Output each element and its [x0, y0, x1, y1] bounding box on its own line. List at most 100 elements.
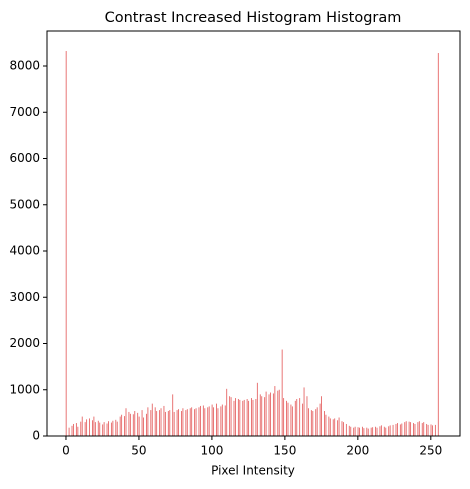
bar — [167, 411, 169, 436]
bar — [290, 404, 292, 436]
bar — [143, 417, 144, 436]
bar — [216, 403, 217, 436]
bar — [92, 420, 93, 436]
bar — [359, 427, 360, 436]
bar — [312, 411, 314, 436]
x-tick-label: 50 — [131, 444, 146, 458]
chart-title: Contrast Increased Histogram Histogram — [105, 10, 402, 26]
bar — [134, 411, 136, 436]
bar — [410, 422, 412, 436]
bar — [281, 349, 283, 436]
bar — [345, 423, 347, 436]
bar — [401, 423, 403, 436]
bar — [329, 418, 331, 436]
bar — [150, 410, 152, 436]
bar — [132, 414, 134, 436]
bar — [397, 423, 398, 436]
bar — [103, 422, 105, 436]
bar — [310, 410, 312, 436]
bar — [380, 425, 382, 436]
bar — [367, 428, 369, 436]
bar — [366, 427, 368, 436]
bar — [325, 414, 327, 436]
bar — [237, 399, 239, 436]
bar — [277, 390, 279, 436]
bar — [427, 424, 429, 436]
bar — [274, 386, 276, 436]
plot-frame — [46, 30, 461, 437]
bar — [102, 424, 104, 436]
bar — [138, 416, 140, 436]
bar — [338, 417, 340, 436]
bar — [324, 411, 325, 436]
y-tick-label: 2000 — [9, 336, 40, 350]
bar — [84, 422, 86, 436]
x-tick-label: 100 — [200, 444, 223, 458]
bar — [81, 416, 83, 436]
bar — [430, 424, 432, 436]
bar — [353, 427, 355, 436]
bar — [341, 421, 343, 436]
bar — [414, 423, 416, 436]
bar — [128, 411, 130, 436]
bar — [220, 406, 222, 436]
bar — [286, 400, 287, 436]
bar — [361, 426, 363, 436]
bar — [272, 393, 274, 436]
bar — [99, 422, 101, 436]
bar — [379, 426, 381, 436]
bar — [319, 403, 321, 436]
y-tick-label: 4000 — [9, 244, 40, 258]
bar — [173, 411, 175, 436]
bar — [405, 421, 407, 436]
bar — [404, 422, 406, 436]
bar — [164, 411, 166, 436]
bar — [159, 410, 161, 436]
bar — [119, 416, 121, 436]
bar — [363, 428, 365, 436]
bar — [186, 409, 188, 436]
bar — [418, 421, 420, 436]
y-tick-label: 7000 — [9, 105, 40, 119]
x-tick-label: 250 — [419, 444, 442, 458]
bar — [388, 426, 390, 436]
bar — [385, 427, 387, 436]
bar — [423, 422, 425, 436]
bar — [256, 382, 258, 436]
bar — [68, 427, 70, 436]
bar — [195, 408, 197, 436]
bar — [224, 405, 226, 436]
bar — [264, 397, 266, 436]
bar — [160, 408, 162, 436]
bar — [108, 421, 109, 436]
y-tick-label: 3000 — [9, 290, 40, 304]
bar — [207, 407, 209, 436]
bar — [137, 412, 139, 436]
bar — [226, 388, 228, 436]
bar — [213, 407, 215, 436]
y-tick-label: 5000 — [9, 197, 40, 211]
bar — [306, 396, 308, 436]
bar — [268, 394, 270, 436]
bar — [348, 425, 350, 436]
bar — [303, 387, 305, 436]
bar — [125, 408, 127, 436]
bar — [86, 419, 88, 436]
y-tick-label: 0 — [32, 429, 40, 443]
bar — [151, 403, 153, 436]
bar — [413, 423, 414, 436]
bar — [112, 420, 114, 436]
bar — [233, 400, 235, 436]
bar — [307, 408, 309, 436]
bar — [221, 404, 223, 436]
bar — [106, 423, 108, 436]
bar — [204, 408, 206, 436]
bar — [332, 419, 334, 436]
bar — [372, 427, 374, 436]
bar — [198, 407, 200, 436]
bar — [169, 410, 171, 436]
bar — [181, 411, 182, 436]
bar — [202, 405, 204, 436]
bar — [145, 413, 147, 436]
